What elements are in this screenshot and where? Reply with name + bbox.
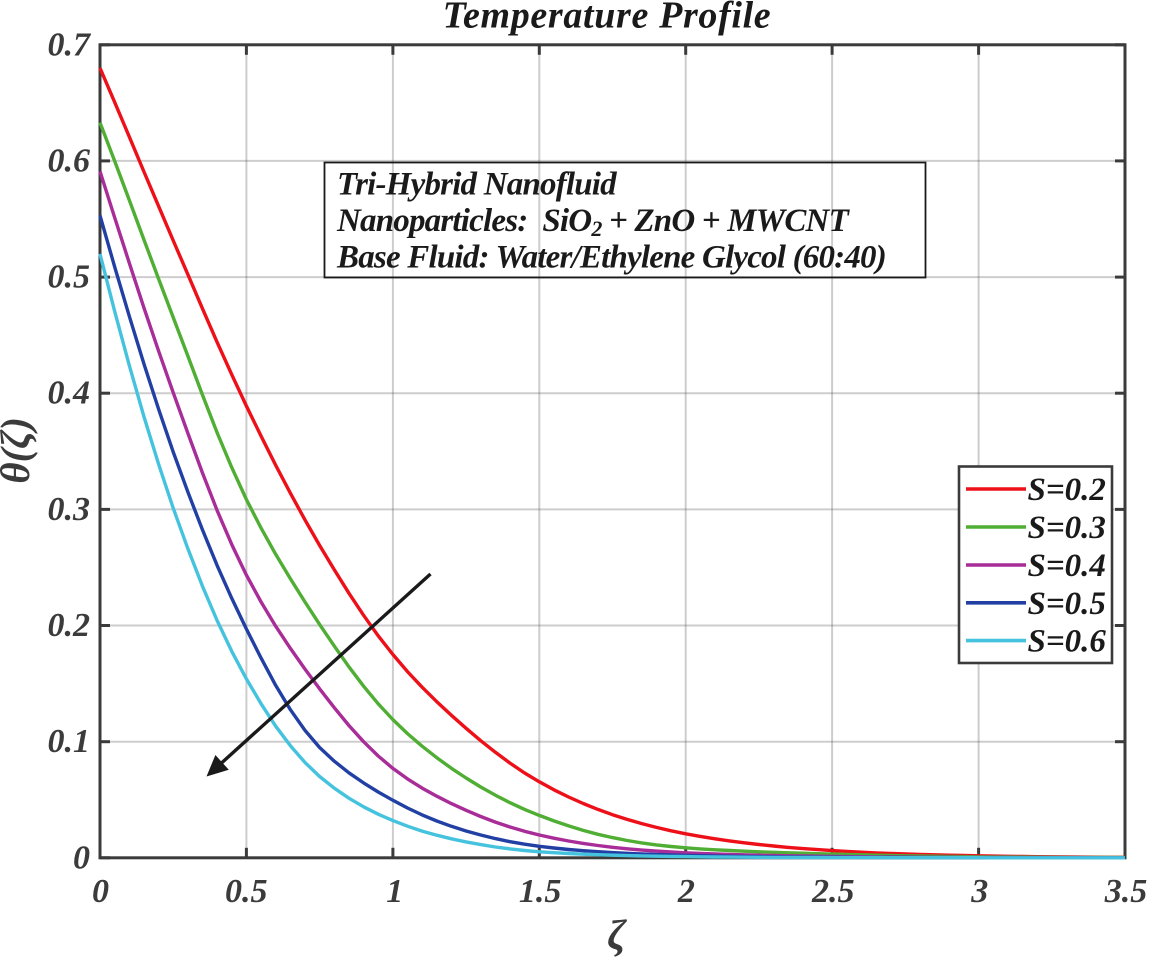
- svg-text:S=0.5: S=0.5: [1028, 586, 1106, 622]
- svg-text:Nanoparticles: SiO2 + ZnO + M: Nanoparticles: SiO2 + ZnO + MWCNT: [336, 203, 851, 241]
- svg-text:θ(ζ): θ(ζ): [0, 417, 38, 484]
- svg-text:0: 0: [92, 873, 109, 910]
- svg-text:0.6: 0.6: [48, 142, 91, 179]
- svg-text:2: 2: [677, 873, 695, 910]
- svg-text:S=0.6: S=0.6: [1028, 624, 1107, 660]
- svg-text:Tri-Hybrid Nanofluid: Tri-Hybrid Nanofluid: [337, 167, 617, 203]
- svg-text:Base Fluid: Water/Ethylene Gly: Base Fluid: Water/Ethylene Glycol (60:40…: [336, 240, 886, 276]
- svg-text:S=0.3: S=0.3: [1028, 510, 1106, 546]
- svg-text:0.7: 0.7: [48, 26, 93, 63]
- svg-text:2.5: 2.5: [811, 873, 855, 910]
- svg-text:0: 0: [73, 839, 90, 876]
- svg-text:0.4: 0.4: [48, 375, 91, 412]
- svg-text:0.3: 0.3: [48, 491, 91, 528]
- svg-text:0.5: 0.5: [48, 259, 91, 296]
- svg-text:1.5: 1.5: [519, 873, 562, 910]
- svg-text:3: 3: [970, 873, 988, 910]
- svg-text:0.1: 0.1: [48, 723, 91, 760]
- svg-text:3.5: 3.5: [1104, 873, 1148, 910]
- svg-text:0.2: 0.2: [48, 607, 91, 644]
- svg-text:ζ: ζ: [607, 913, 627, 959]
- svg-text:S=0.2: S=0.2: [1028, 472, 1106, 508]
- svg-text:1: 1: [386, 873, 403, 910]
- svg-text:S=0.4: S=0.4: [1028, 548, 1106, 584]
- svg-text:0.5: 0.5: [225, 873, 268, 910]
- svg-text:Temperature Profile: Temperature Profile: [443, 0, 772, 37]
